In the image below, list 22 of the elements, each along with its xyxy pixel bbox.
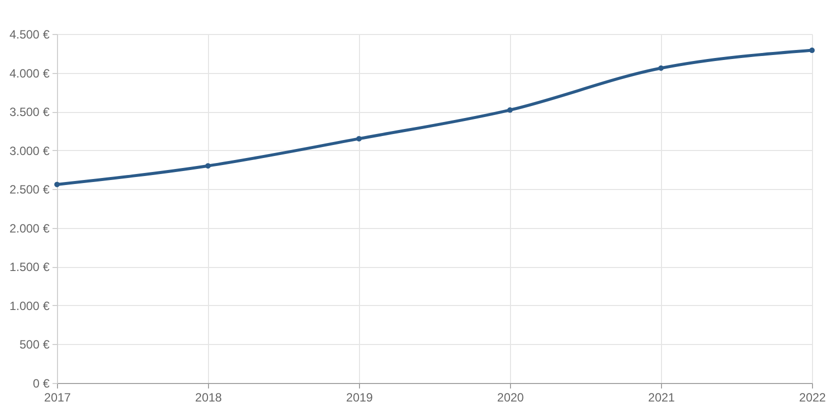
y-tick-label: 3.000 €: [9, 144, 50, 158]
point: [658, 65, 664, 71]
y-tick-label: 0 €: [32, 376, 50, 390]
y-tick-label: 2.000 €: [9, 221, 50, 236]
x-tick-label: 2022: [799, 390, 826, 404]
x-tick-label: 2020: [497, 390, 524, 404]
x-tick-label: 2018: [195, 390, 222, 404]
y-tick-label: 3.500 €: [9, 105, 50, 120]
y-tick-label: 1.500 €: [9, 260, 50, 274]
point: [356, 136, 362, 142]
point: [507, 107, 513, 113]
point: [54, 182, 60, 188]
y-tick-label: 4.000 €: [9, 66, 50, 80]
y-tick-label: 4.500 €: [9, 28, 50, 42]
x-tick-label: 2019: [346, 390, 374, 404]
x-tick-label: 2017: [44, 390, 72, 404]
point: [809, 48, 815, 54]
y-tick-label: 2.500 €: [9, 182, 50, 197]
y-tick-label: 500 €: [19, 338, 50, 352]
y-tick-label: 1.000 €: [9, 298, 50, 313]
point: [205, 163, 211, 169]
x-tick-label: 2021: [648, 390, 676, 404]
